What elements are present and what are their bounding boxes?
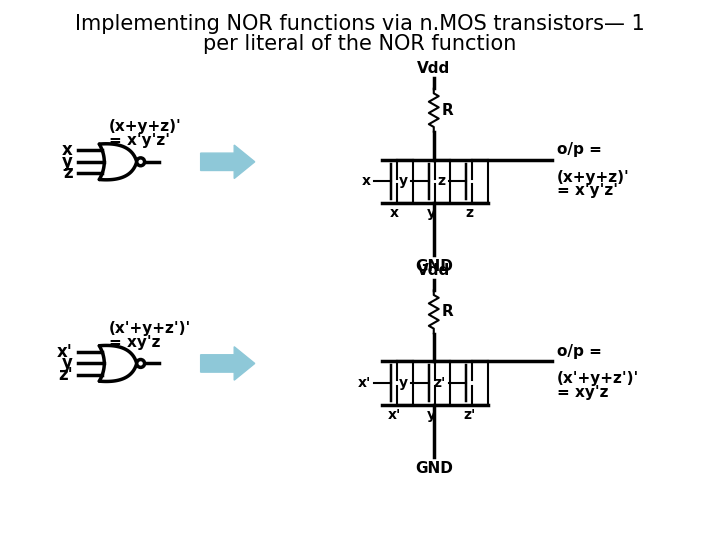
Text: R: R bbox=[441, 305, 454, 319]
Text: o/p =: o/p = bbox=[557, 142, 602, 157]
Text: o/p =: o/p = bbox=[557, 343, 602, 359]
Text: y: y bbox=[399, 174, 408, 188]
Text: GND: GND bbox=[415, 461, 453, 476]
Text: = xy'z: = xy'z bbox=[109, 335, 161, 350]
Text: (x'+y+z')': (x'+y+z')' bbox=[109, 321, 192, 336]
Text: y: y bbox=[427, 206, 436, 220]
Text: z: z bbox=[438, 174, 446, 188]
Polygon shape bbox=[201, 145, 255, 179]
Text: x': x' bbox=[357, 376, 371, 390]
Text: = xy'z: = xy'z bbox=[557, 385, 608, 400]
Text: x: x bbox=[62, 141, 73, 159]
Text: z': z' bbox=[463, 408, 475, 422]
Text: = x'y'z': = x'y'z' bbox=[557, 184, 618, 198]
Text: Vdd: Vdd bbox=[417, 61, 451, 76]
Text: x: x bbox=[362, 174, 371, 188]
Text: z': z' bbox=[433, 376, 446, 390]
Text: z': z' bbox=[58, 366, 73, 384]
Text: = x'y'z': = x'y'z' bbox=[109, 133, 170, 148]
Text: y: y bbox=[427, 408, 436, 422]
Text: x': x' bbox=[388, 408, 401, 422]
Text: (x'+y+z')': (x'+y+z')' bbox=[557, 372, 639, 386]
Text: x': x' bbox=[57, 343, 73, 361]
Text: Implementing NOR functions via n.MOS transistors— 1: Implementing NOR functions via n.MOS tra… bbox=[75, 14, 645, 34]
Text: (x+y+z)': (x+y+z)' bbox=[109, 119, 182, 134]
Text: y: y bbox=[62, 354, 73, 373]
Text: y: y bbox=[62, 153, 73, 171]
Text: z: z bbox=[465, 206, 473, 220]
Text: z: z bbox=[63, 164, 73, 183]
Text: (x+y+z)': (x+y+z)' bbox=[557, 170, 629, 185]
Circle shape bbox=[137, 360, 145, 367]
Text: x: x bbox=[390, 206, 399, 220]
Circle shape bbox=[137, 158, 145, 166]
Text: R: R bbox=[441, 103, 454, 118]
Text: Vdd: Vdd bbox=[417, 263, 451, 278]
Text: per literal of the NOR function: per literal of the NOR function bbox=[203, 34, 517, 54]
Polygon shape bbox=[201, 347, 255, 380]
Text: y: y bbox=[399, 376, 408, 390]
Text: GND: GND bbox=[415, 259, 453, 274]
